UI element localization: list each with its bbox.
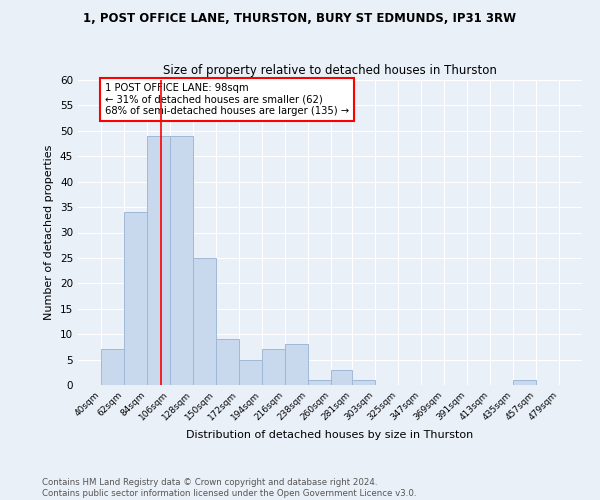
Text: 1 POST OFFICE LANE: 98sqm
← 31% of detached houses are smaller (62)
68% of semi-: 1 POST OFFICE LANE: 98sqm ← 31% of detac… [105, 82, 349, 116]
Bar [170, 136, 193, 385]
X-axis label: Distribution of detached houses by size in Thurston: Distribution of detached houses by size … [187, 430, 473, 440]
Bar [124, 212, 147, 385]
Title: Size of property relative to detached houses in Thurston: Size of property relative to detached ho… [163, 64, 497, 78]
Bar [262, 350, 284, 385]
Bar [101, 350, 124, 385]
Bar [239, 360, 262, 385]
Bar [284, 344, 308, 385]
Text: 1, POST OFFICE LANE, THURSTON, BURY ST EDMUNDS, IP31 3RW: 1, POST OFFICE LANE, THURSTON, BURY ST E… [83, 12, 517, 26]
Bar [147, 136, 170, 385]
Bar [308, 380, 331, 385]
Text: Contains HM Land Registry data © Crown copyright and database right 2024.
Contai: Contains HM Land Registry data © Crown c… [42, 478, 416, 498]
Bar [352, 380, 376, 385]
Bar [331, 370, 352, 385]
Bar [513, 380, 536, 385]
Y-axis label: Number of detached properties: Number of detached properties [44, 145, 55, 320]
Bar [193, 258, 216, 385]
Bar [216, 339, 239, 385]
